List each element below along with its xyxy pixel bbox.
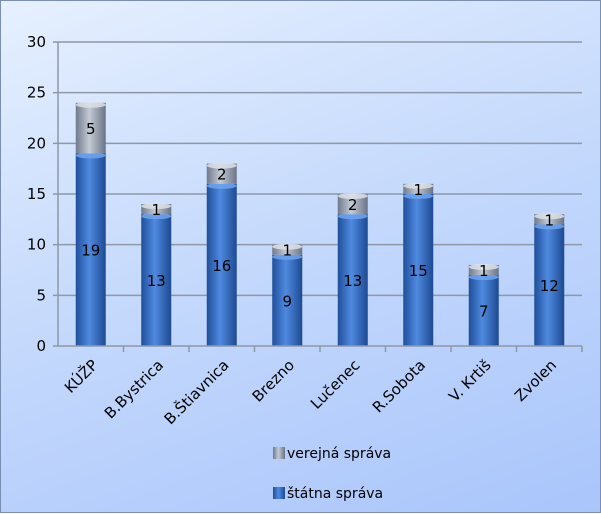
data-label: 9: [282, 292, 292, 310]
bar-segment-cap: [141, 213, 172, 220]
data-label: 5: [86, 120, 96, 138]
bar-segment: [468, 275, 499, 346]
bar-segment: [206, 163, 237, 184]
y-tick-label: 30: [27, 33, 46, 51]
data-label: 1: [151, 201, 161, 219]
data-label: 15: [409, 262, 428, 280]
bar-segment: [534, 214, 565, 225]
x-tick-label: Zvolen: [511, 356, 560, 405]
bar-segment-cap: [206, 182, 237, 189]
data-label: 1: [282, 242, 292, 260]
bar-segment: [141, 214, 172, 346]
data-label: 13: [343, 272, 362, 290]
legend-label: štátna správa: [287, 486, 383, 502]
bar-segment: [206, 183, 237, 346]
bar-segment-cap: [206, 162, 237, 169]
bar-segment: [272, 254, 303, 346]
data-label: 1: [413, 181, 423, 199]
data-label: 1: [479, 262, 489, 280]
bar-segment: [403, 183, 434, 194]
data-label: 7: [479, 303, 489, 321]
data-label: 1: [544, 211, 554, 229]
bar-segment-cap: [337, 193, 368, 199]
x-tick-label: Lučenec: [307, 356, 364, 413]
bar-segment-cap: [403, 193, 434, 199]
x-tick-label: R.Sobota: [369, 356, 429, 416]
legend-label: verejná správa: [287, 446, 391, 462]
bar-segment-cap: [468, 263, 499, 270]
bar-segment-cap: [534, 223, 565, 230]
legend-swatch: [273, 487, 285, 499]
bar-segment-cap: [403, 182, 434, 189]
y-tick-label: 15: [27, 185, 46, 203]
data-label: 19: [81, 242, 100, 260]
bar-segment-cap: [141, 203, 172, 210]
bar-segment-cap: [272, 253, 303, 260]
data-label: 16: [212, 257, 231, 275]
x-tick-label: B.Bystrica: [101, 356, 167, 422]
bar-segment: [141, 204, 172, 215]
y-tick-label: 25: [27, 84, 46, 102]
data-label: 13: [147, 272, 166, 290]
bar-segment: [75, 153, 106, 346]
bar-segment-cap: [75, 101, 106, 108]
bar-segment: [337, 214, 368, 346]
bar-segment: [337, 194, 368, 215]
data-label: 12: [540, 277, 559, 295]
x-tick-label: B.Štiavnica: [160, 355, 233, 428]
x-tick-label: V. Krtiš: [445, 356, 494, 405]
bar-segment: [272, 244, 303, 255]
y-tick-label: 0: [36, 337, 46, 355]
bar-segment-cap: [534, 213, 565, 220]
bar-segment-cap: [75, 152, 106, 159]
bar-segment-cap: [272, 243, 303, 250]
bar-segment: [468, 264, 499, 276]
bar-segment: [534, 224, 565, 346]
bar-segment: [403, 194, 434, 346]
data-label: 2: [348, 196, 358, 214]
legend-swatch: [273, 447, 285, 459]
data-label: 2: [217, 166, 227, 184]
bar-segment-cap: [468, 274, 499, 281]
x-tick-label: KÚŽP: [60, 355, 101, 396]
y-tick-label: 10: [27, 236, 46, 254]
bar-segment-cap: [337, 213, 368, 220]
bar-segment: [75, 102, 106, 154]
y-tick-label: 5: [36, 286, 46, 304]
x-tick-label: Brezno: [249, 356, 298, 405]
y-tick-label: 20: [27, 134, 46, 152]
